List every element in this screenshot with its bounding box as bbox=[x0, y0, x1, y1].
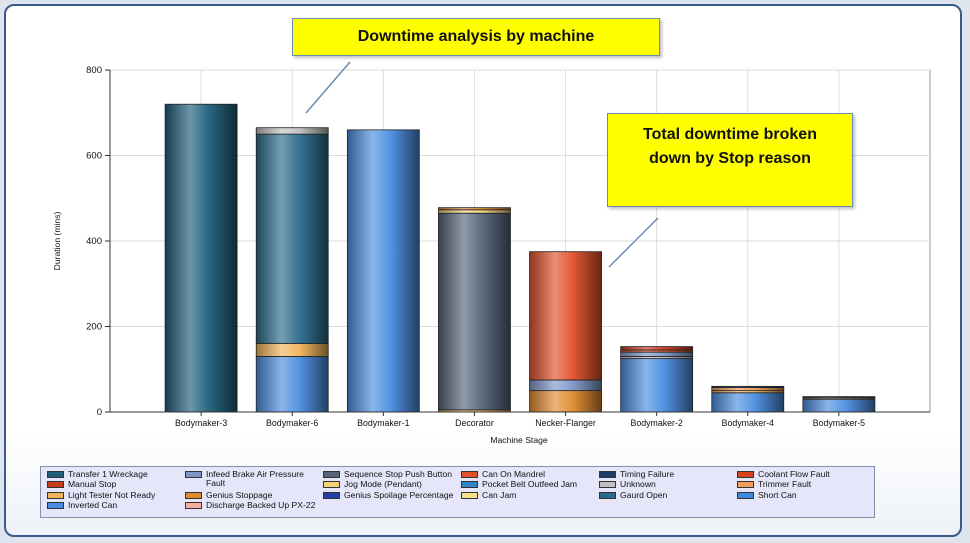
legend-label: Coolant Flow Fault bbox=[758, 469, 830, 479]
bar-segment bbox=[802, 398, 876, 413]
bar-segment bbox=[802, 396, 876, 399]
callout-downtime-by-machine: Downtime analysis by machine bbox=[292, 18, 660, 56]
legend-swatch bbox=[461, 481, 478, 489]
legend-swatch bbox=[47, 501, 64, 509]
x-tick-label: Bodymaker-5 bbox=[813, 418, 865, 428]
callout-pointer-2 bbox=[608, 217, 659, 268]
legend-swatch bbox=[737, 481, 754, 489]
axes: 0 200 400 600 800 Bodymaker-3 Bodymaker-6 Bodym… bbox=[86, 65, 930, 428]
legend-label: Short Can bbox=[758, 489, 797, 500]
legend-label: Timing Failure bbox=[620, 469, 675, 479]
callout-line-2: down by Stop reason bbox=[649, 150, 811, 167]
callout-line-1: Total downtime broken bbox=[643, 126, 817, 143]
legend-swatch bbox=[461, 491, 478, 499]
legend-swatch bbox=[737, 471, 754, 478]
x-tick-label: Bodymaker-2 bbox=[631, 418, 683, 428]
y-tick-label: 600 bbox=[86, 151, 102, 162]
bar-segment bbox=[255, 127, 329, 135]
legend-label: Jog Mode (Pendant) bbox=[344, 479, 422, 490]
bar-segment bbox=[438, 209, 511, 214]
bar-segment bbox=[620, 346, 694, 351]
legend-swatch bbox=[323, 481, 340, 489]
y-tick-label: 800 bbox=[86, 65, 102, 76]
legend-label: Pocket Belt Outfeed Jam bbox=[482, 479, 578, 490]
legend-swatch bbox=[599, 471, 616, 478]
bar-segment bbox=[711, 392, 785, 413]
x-tick-label: Bodymaker-6 bbox=[266, 418, 318, 428]
legend-label: Genius Spoilage Percentage bbox=[344, 489, 454, 500]
legend-label: Can On Mandrel bbox=[482, 469, 546, 479]
legend-swatch bbox=[185, 501, 202, 509]
legend-label: Transfer 1 Wreckage bbox=[68, 469, 148, 479]
legend-label: Genius Stoppage bbox=[206, 489, 273, 500]
legend-label: Gaurd Open bbox=[620, 489, 668, 500]
legend-swatch bbox=[185, 491, 202, 499]
legend-swatch bbox=[185, 471, 202, 478]
bar-segment bbox=[711, 387, 785, 392]
legend-label: Light Tester Not Ready bbox=[68, 489, 156, 500]
legend-label: Inverted Can bbox=[68, 499, 118, 510]
legend-label: Manual Stop bbox=[68, 479, 117, 490]
bar-segment bbox=[529, 379, 602, 392]
x-tick-label: Necker-Flanger bbox=[535, 418, 596, 428]
legend-swatch bbox=[599, 491, 616, 499]
legend-swatch bbox=[461, 471, 478, 478]
callout-downtime-by-reason: Total downtime broken down by Stop reaso… bbox=[607, 113, 853, 207]
legend-label: Can Jam bbox=[482, 489, 517, 500]
bar-segment bbox=[255, 133, 329, 345]
legend: Transfer 1 Wreckage Infeed Brake Air Pres… bbox=[40, 466, 875, 518]
bar-segment bbox=[438, 207, 511, 211]
bar-segment bbox=[529, 251, 602, 381]
x-tick-label: Decorator bbox=[455, 418, 494, 428]
bar-segment bbox=[711, 385, 785, 389]
bar-segment bbox=[620, 351, 694, 357]
bar-segment bbox=[346, 129, 420, 413]
bar-segment bbox=[620, 358, 694, 413]
legend-label: Trimmer Fault bbox=[758, 479, 812, 490]
legend-label: Discharge Backed Up PX-22 bbox=[206, 499, 316, 510]
x-tick-label: Bodymaker-3 bbox=[175, 418, 227, 428]
bar-segment bbox=[529, 390, 602, 413]
x-tick-label: Bodymaker-1 bbox=[357, 418, 409, 428]
bars bbox=[164, 103, 876, 413]
y-tick-label: 200 bbox=[86, 322, 102, 333]
legend-label: Unknown bbox=[620, 479, 656, 490]
legend-swatch bbox=[47, 481, 64, 489]
bar-segment bbox=[255, 356, 329, 413]
y-tick-label: 0 bbox=[97, 407, 102, 418]
x-axis-title: Machine Stage bbox=[490, 435, 548, 445]
legend-label: Infeed Brake Air Pressure Fault bbox=[206, 469, 304, 488]
legend-swatch bbox=[737, 491, 754, 499]
bar-segment bbox=[438, 212, 511, 411]
legend-label: Sequence Stop Push Button bbox=[344, 469, 452, 479]
legend-swatch bbox=[323, 491, 340, 499]
legend-swatch bbox=[599, 481, 616, 489]
bar-segment bbox=[164, 103, 238, 413]
y-tick-label: 400 bbox=[86, 236, 102, 247]
x-tick-label: Bodymaker-4 bbox=[722, 418, 774, 428]
callout-pointer-1 bbox=[305, 61, 351, 114]
legend-swatch bbox=[47, 491, 64, 499]
y-axis-title: Duration (mins) bbox=[52, 211, 62, 270]
bar-segment bbox=[255, 343, 329, 357]
legend-swatch bbox=[47, 471, 64, 478]
legend-swatch bbox=[323, 471, 340, 478]
